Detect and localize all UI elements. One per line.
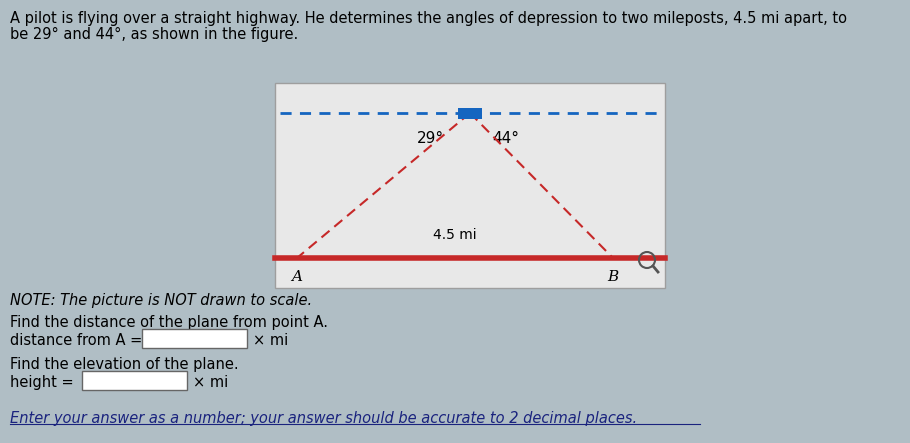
Text: 44°: 44° (492, 131, 520, 146)
Text: × mi: × mi (193, 375, 228, 390)
Text: Enter your answer as a number; your answer should be accurate to 2 decimal place: Enter your answer as a number; your answ… (10, 411, 637, 426)
Text: × mi: × mi (253, 333, 288, 348)
Bar (275, 83, 665, 288)
Text: height =: height = (10, 375, 74, 390)
Text: be 29° and 44°, as shown in the figure.: be 29° and 44°, as shown in the figure. (10, 27, 298, 42)
Text: 4.5 mi: 4.5 mi (433, 228, 477, 242)
Bar (458, 108, 482, 118)
Text: distance from A =: distance from A = (10, 333, 142, 348)
Text: B: B (607, 270, 619, 284)
Text: A: A (291, 270, 302, 284)
Text: NOTE: The picture is NOT drawn to scale.: NOTE: The picture is NOT drawn to scale. (10, 293, 312, 308)
Text: A pilot is flying over a straight highway. He determines the angles of depressio: A pilot is flying over a straight highwa… (10, 11, 847, 26)
Bar (142, 329, 247, 348)
Bar (82, 371, 187, 390)
Text: Find the elevation of the plane.: Find the elevation of the plane. (10, 357, 238, 372)
Text: Find the distance of the plane from point A.: Find the distance of the plane from poin… (10, 315, 328, 330)
Text: 29°: 29° (417, 131, 443, 146)
